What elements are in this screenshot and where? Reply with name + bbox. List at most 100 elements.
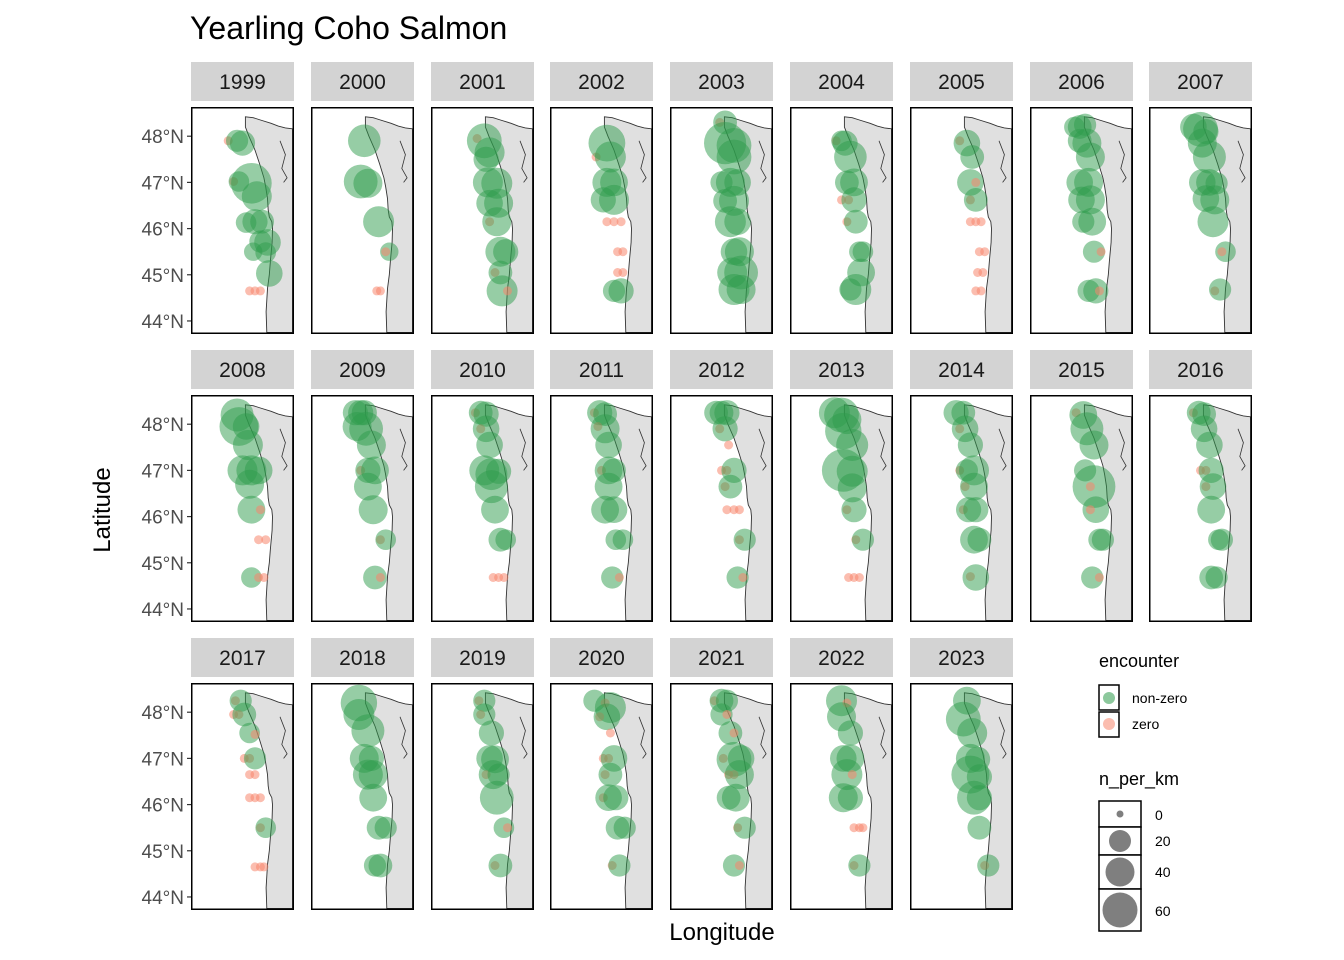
facet-strip-label: 2010 xyxy=(459,359,506,382)
nonzero-catch-point xyxy=(851,528,875,551)
zero-catch-point xyxy=(847,770,857,780)
facet-strip xyxy=(1030,350,1133,389)
nonzero-catch-point xyxy=(1205,566,1228,589)
inland-coastline xyxy=(1118,428,1127,471)
nonzero-catch-point xyxy=(493,239,519,265)
zero-catch-point xyxy=(1217,247,1227,257)
nonzero-catch-point xyxy=(837,785,864,811)
zero-catch-point xyxy=(1096,247,1106,257)
facet-strip-label: 2007 xyxy=(1177,71,1224,94)
facet-strip xyxy=(790,638,893,677)
nonzero-catch-point xyxy=(358,495,388,525)
y-tick-label: 45°N xyxy=(142,842,184,863)
y-tick-label: 45°N xyxy=(142,554,184,575)
y-axis-title: Latitude xyxy=(89,467,116,552)
legend: encounter non-zero zero n_per_km 0 20 40… xyxy=(1098,651,1187,932)
nonzero-catch-point xyxy=(473,703,496,726)
facet-strip-label: 2004 xyxy=(818,71,865,94)
facet-strip-label: 2021 xyxy=(698,647,745,670)
nonzero-catch-point xyxy=(594,472,623,501)
facet-strip xyxy=(790,350,893,389)
facet-strip-label: 2012 xyxy=(698,359,745,382)
nonzero-catch-point xyxy=(486,275,518,307)
zero-catch-point xyxy=(1094,286,1104,296)
nonzero-catch-point xyxy=(710,703,733,726)
facet-strip-label: 2016 xyxy=(1177,359,1224,382)
nonzero-catch-point xyxy=(1192,140,1226,174)
nonzero-catch-point xyxy=(831,759,863,791)
facet-panel-2006: 2006 xyxy=(1030,62,1133,334)
nonzero-catch-point xyxy=(229,130,256,156)
facet-strip-label: 1999 xyxy=(219,71,266,94)
nonzero-catch-point xyxy=(241,567,262,588)
facet-panel-2018: 2018 xyxy=(311,638,414,910)
facet-strip-label: 2011 xyxy=(579,359,624,382)
nonzero-catch-point xyxy=(967,815,992,840)
inland-coastline xyxy=(399,428,408,471)
zero-catch-point xyxy=(738,573,748,582)
legend-size-title: n_per_km xyxy=(1099,769,1179,790)
facet-panel-2023: 2023 xyxy=(910,638,1013,910)
nonzero-catch-point xyxy=(363,206,395,238)
nonzero-catch-point xyxy=(353,168,383,198)
nonzero-catch-point xyxy=(603,785,629,811)
facet-strip xyxy=(191,350,294,389)
y-tick-label: 48°N xyxy=(142,703,184,724)
inland-coastline xyxy=(878,428,887,471)
latitude-tick-labels: 44°N 45°N 46°N 47°N 48°N 44°N 45°N 46°N 47°N 48°N… xyxy=(142,127,191,909)
panel-border xyxy=(790,107,893,334)
zero-catch-point xyxy=(372,286,382,296)
panel-border xyxy=(1149,395,1252,622)
nonzero-catch-point xyxy=(957,718,988,748)
legend-size-label-40: 40 xyxy=(1155,864,1171,880)
nonzero-catch-point xyxy=(967,527,992,552)
inland-coastline xyxy=(399,716,408,759)
legend-size-label-60: 60 xyxy=(1155,903,1171,919)
zero-catch-point xyxy=(734,505,744,515)
zero-catch-point xyxy=(250,729,260,739)
facet-panel-2003: 2003 xyxy=(670,62,773,334)
nonzero-catch-point xyxy=(594,141,626,173)
inland-coastline xyxy=(279,716,288,759)
zero-catch-point xyxy=(1085,505,1095,515)
panel-border xyxy=(431,395,534,622)
nonzero-catch-point xyxy=(1199,473,1227,500)
facet-panel-2019: 2019 xyxy=(431,638,534,910)
facet-panel-2010: 2010 xyxy=(431,350,534,622)
inland-coastline xyxy=(399,140,408,183)
nonzero-catch-point xyxy=(977,854,1000,877)
facet-strip xyxy=(431,62,534,101)
facet-strip xyxy=(431,638,534,677)
facet-strip xyxy=(910,62,1013,101)
facet-strip-label: 2006 xyxy=(1058,71,1105,94)
zero-catch-point xyxy=(609,217,619,227)
inland-coastline xyxy=(519,140,528,183)
panel-border xyxy=(910,107,1013,334)
nonzero-catch-point xyxy=(712,416,738,442)
panel-border xyxy=(910,683,1013,910)
facet-panel-2017: 2017 xyxy=(191,638,294,910)
facet-strip xyxy=(191,638,294,677)
nonzero-catch-point xyxy=(613,816,636,839)
nonzero-catch-point xyxy=(243,747,267,770)
land-polygon xyxy=(843,692,892,909)
zero-catch-point xyxy=(976,286,986,296)
y-tick-label: 45°N xyxy=(142,266,184,287)
inland-coastline xyxy=(998,716,1007,759)
nonzero-catch-point xyxy=(356,430,386,460)
zero-catch-point xyxy=(978,268,988,277)
legend-label-zero: zero xyxy=(1132,716,1159,732)
nonzero-catch-point xyxy=(724,208,751,235)
nonzero-catch-point xyxy=(375,529,397,550)
legend-size-key-20 xyxy=(1109,830,1131,852)
facet-panel-2016: 2016 xyxy=(1149,350,1252,622)
legend-label-nonzero: non-zero xyxy=(1132,690,1187,706)
y-tick-label: 48°N xyxy=(142,415,184,436)
zero-catch-point xyxy=(381,247,391,257)
inland-coastline xyxy=(878,140,887,183)
nonzero-catch-point xyxy=(834,140,867,174)
facet-strip xyxy=(311,350,414,389)
facet-strip-label: 2023 xyxy=(938,647,985,670)
inland-coastline xyxy=(758,428,767,471)
legend-size-key-40 xyxy=(1105,857,1135,887)
